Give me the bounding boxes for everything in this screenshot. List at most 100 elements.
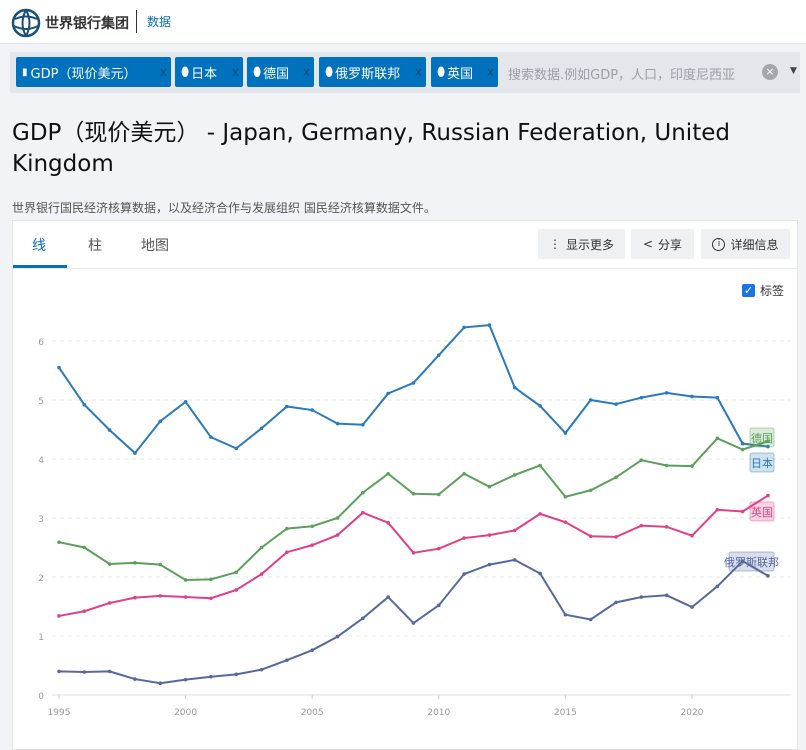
data-point bbox=[538, 512, 542, 516]
show-more-button[interactable]: ⋮ 显示更多 bbox=[538, 229, 625, 259]
data-point bbox=[538, 463, 542, 468]
details-button[interactable]: i 详细信息 bbox=[701, 229, 790, 259]
y-tick-label: 5 bbox=[38, 397, 44, 407]
data-point bbox=[411, 621, 416, 625]
data-point bbox=[512, 385, 517, 390]
map-pin-icon: ⬮ bbox=[325, 64, 334, 80]
checkbox-label: 标签 bbox=[760, 284, 785, 298]
data-point bbox=[209, 435, 213, 439]
remove-chip-icon[interactable]: x bbox=[231, 65, 239, 79]
data-point bbox=[487, 484, 492, 489]
data-point bbox=[133, 677, 137, 681]
data-point bbox=[310, 408, 315, 412]
chip-country-uk[interactable]: ⬮ 英国 x bbox=[431, 57, 498, 87]
series-label-box bbox=[749, 427, 775, 448]
data-point bbox=[614, 535, 618, 539]
data-point bbox=[107, 601, 112, 605]
button-label: 显示更多 bbox=[565, 237, 614, 252]
data-point bbox=[335, 533, 340, 537]
series-line bbox=[58, 437, 769, 581]
data-point bbox=[209, 577, 213, 582]
data-point bbox=[158, 594, 163, 598]
tab-line[interactable]: 线 bbox=[32, 238, 46, 254]
tab-bar[interactable]: 柱 bbox=[88, 238, 102, 254]
data-point bbox=[766, 493, 770, 498]
x-tick-label: 2020 bbox=[681, 708, 704, 718]
data-point bbox=[57, 614, 61, 618]
data-point bbox=[639, 523, 644, 528]
x-tick-label: 1995 bbox=[48, 708, 71, 718]
chip-label: 英国 bbox=[447, 66, 474, 82]
y-tick-label: 3 bbox=[38, 515, 44, 525]
remove-chip-icon[interactable]: x bbox=[302, 65, 310, 79]
chip-indicator-gdp[interactable]: ▮ GDP（现价美元） x bbox=[16, 57, 171, 87]
data-point bbox=[411, 551, 416, 555]
labels-checkbox[interactable]: ✓ 标签 bbox=[742, 282, 784, 299]
bar-chart-icon: ▮ bbox=[22, 66, 28, 78]
data-point bbox=[183, 595, 188, 599]
data-point bbox=[740, 559, 745, 563]
scrollbar-track[interactable] bbox=[798, 220, 806, 739]
data-point bbox=[740, 447, 745, 452]
data-point bbox=[411, 492, 416, 496]
data-point bbox=[690, 464, 694, 468]
chip-country-germany[interactable]: ⬮ 德国 x bbox=[247, 57, 314, 87]
remove-chip-icon[interactable]: x bbox=[159, 65, 167, 79]
world-bank-logo[interactable]: 世界银行集团 bbox=[11, 8, 129, 38]
remove-chip-icon[interactable]: x bbox=[486, 65, 494, 79]
checkbox-checked-icon[interactable]: ✓ bbox=[742, 284, 755, 297]
data-point bbox=[487, 533, 492, 537]
data-point bbox=[82, 545, 87, 550]
filter-bar: ▮ GDP（现价美元） x ⬮ 日本 x ⬮ 德国 x ⬮ 俄罗斯联邦 x ⬮ 英国 x 搜索数据.… bbox=[10, 52, 800, 93]
share-icon: < bbox=[642, 237, 654, 251]
data-point bbox=[715, 507, 720, 512]
data-point bbox=[766, 439, 770, 444]
more-vertical-icon: ⋮ bbox=[548, 237, 561, 251]
data-point bbox=[183, 578, 188, 582]
data-point bbox=[285, 658, 289, 662]
data-point bbox=[563, 494, 568, 499]
data-point bbox=[512, 473, 517, 477]
data-point bbox=[183, 677, 188, 682]
data-point bbox=[133, 595, 137, 600]
x-tick-label: 2015 bbox=[554, 708, 577, 718]
x-tick-label: 2000 bbox=[174, 708, 197, 718]
data-point bbox=[107, 428, 112, 432]
data-point bbox=[57, 365, 61, 370]
data-point bbox=[690, 394, 694, 399]
data-point bbox=[715, 584, 720, 589]
data-point bbox=[386, 520, 390, 525]
info-icon: i bbox=[712, 237, 726, 251]
clear-search-icon[interactable]: × bbox=[762, 64, 778, 80]
chip-country-russia[interactable]: ⬮ 俄罗斯联邦 x bbox=[319, 57, 426, 87]
data-point bbox=[614, 600, 618, 605]
chevron-down-icon[interactable]: ▼ bbox=[790, 66, 797, 76]
series-label: 英国 bbox=[751, 505, 773, 519]
data-point bbox=[335, 634, 340, 639]
y-tick-label: 4 bbox=[38, 456, 44, 466]
data-point bbox=[133, 561, 137, 565]
data-point bbox=[386, 595, 390, 599]
globe-icon bbox=[11, 8, 41, 38]
x-tick-label: 2010 bbox=[427, 708, 450, 718]
series-label-box bbox=[728, 551, 775, 572]
data-point bbox=[437, 492, 441, 497]
series-line bbox=[58, 324, 769, 455]
data-point bbox=[563, 520, 568, 524]
page-title: GDP（现价美元） - Japan, Germany, Russian Fede… bbox=[12, 120, 730, 177]
data-point bbox=[588, 398, 593, 402]
y-tick-label: 1 bbox=[38, 633, 44, 643]
tab-map[interactable]: 地图 bbox=[141, 238, 169, 254]
data-point bbox=[259, 545, 264, 550]
data-link[interactable]: 数据 bbox=[147, 15, 172, 29]
remove-chip-icon[interactable]: x bbox=[414, 65, 422, 79]
data-point bbox=[133, 451, 137, 455]
chip-country-japan[interactable]: ⬮ 日本 x bbox=[175, 57, 243, 87]
data-point bbox=[462, 325, 466, 330]
share-button[interactable]: < 分享 bbox=[631, 229, 694, 259]
data-point bbox=[462, 471, 466, 476]
data-point bbox=[588, 617, 593, 622]
search-input[interactable]: 搜索数据.例如GDP，人口，印度尼西亚 bbox=[508, 68, 736, 83]
x-tick-label: 2005 bbox=[301, 708, 324, 718]
data-point bbox=[310, 524, 315, 529]
